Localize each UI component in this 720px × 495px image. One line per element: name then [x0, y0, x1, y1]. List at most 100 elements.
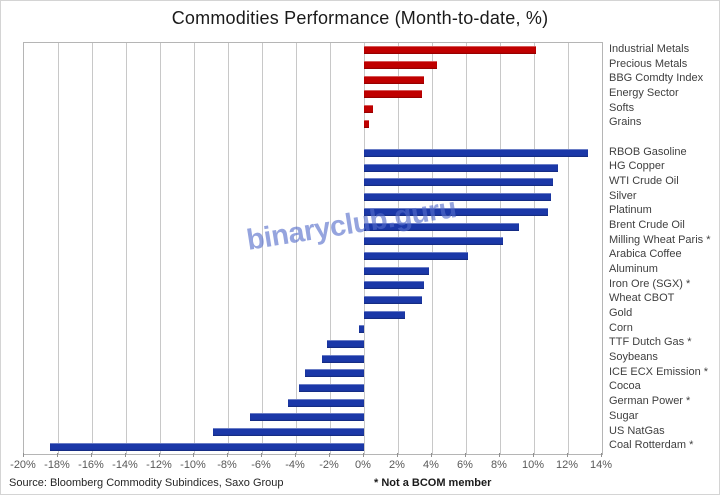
gridline: [364, 43, 365, 454]
bar-brent-crude-oil: [364, 222, 519, 231]
category-label: Brent Crude Oil: [609, 219, 685, 231]
source-note: Source: Bloomberg Commodity Subindices, …: [9, 477, 284, 489]
category-label: Milling Wheat Paris *: [609, 233, 711, 246]
bar-ttf-dutch-gas: [326, 339, 364, 348]
gridline: [534, 43, 535, 454]
category-label: Softs: [609, 101, 635, 114]
x-axis-tick: [227, 453, 228, 457]
gridline: [126, 43, 127, 454]
x-axis-tick: [533, 453, 534, 457]
x-axis-tick-label: -18%: [44, 459, 70, 471]
bar-grains: [364, 119, 370, 128]
bar-gold: [364, 310, 405, 319]
gridline: [160, 43, 161, 454]
x-axis-tick-label: 6%: [457, 459, 473, 471]
x-axis-tick: [567, 453, 568, 457]
x-axis-tick: [295, 453, 296, 457]
x-axis-tick: [601, 453, 602, 457]
bar-cocoa: [299, 383, 364, 392]
x-axis-tick: [397, 453, 398, 457]
category-label: Precious Metals: [609, 57, 688, 70]
bar-hg-copper: [364, 163, 558, 172]
category-label: Gold: [609, 307, 633, 320]
category-label: Arabica Coffee: [609, 248, 682, 261]
bar-milling-wheat-paris: [364, 237, 504, 246]
x-axis-tick-label: 2%: [389, 459, 405, 471]
x-axis-tick: [465, 453, 466, 457]
x-axis-tick: [431, 453, 432, 457]
bar-corn: [358, 325, 364, 334]
x-axis-tick: [363, 453, 364, 457]
category-label-column: Industrial Metals Precious Metals BBG Comd…: [609, 42, 719, 453]
x-axis-tick: [57, 453, 58, 457]
category-label: Industrial Metals: [609, 42, 690, 55]
category-label: WTI Crude Oil: [609, 174, 679, 187]
plot-area: [23, 42, 603, 455]
bar-arabica-coffee: [364, 251, 468, 260]
x-axis-tick: [23, 453, 24, 457]
category-label: Sugar: [609, 409, 639, 422]
x-axis-tick: [91, 453, 92, 457]
bar-aluminum: [364, 266, 429, 275]
gridline: [262, 43, 263, 454]
x-axis-tick-label: -12%: [146, 459, 172, 471]
x-axis-tick-label: -2%: [319, 459, 339, 471]
x-axis-tick-label: 12%: [555, 459, 579, 471]
gridline: [330, 43, 331, 454]
x-axis-tick-label: 0%: [355, 459, 371, 471]
x-axis-tick: [261, 453, 262, 457]
x-axis-tick: [329, 453, 330, 457]
category-label: HG Copper: [609, 160, 665, 173]
bar-soybeans: [321, 354, 364, 363]
bar-energy-sector: [364, 90, 422, 99]
bar-platinum: [364, 207, 548, 216]
bar-coal-rotterdam: [49, 442, 364, 451]
category-label: Cocoa: [609, 380, 641, 393]
gridline: [92, 43, 93, 454]
category-label: Soybeans: [609, 351, 658, 364]
bar-softs: [364, 105, 373, 114]
bcom-footnote: * Not a BCOM member: [374, 477, 492, 489]
bar-bbg-comdty-index: [364, 75, 424, 84]
bar-ice-ecx-emission: [304, 369, 364, 378]
bar-us-natgas: [212, 428, 364, 436]
x-axis: -20% -18% -16% -14% -12% -10% -8% -6% -4% -2% 0% 2%…: [1, 453, 719, 477]
category-label: Aluminum: [609, 263, 658, 275]
category-label: Silver: [609, 189, 637, 202]
bar-silver: [364, 193, 551, 202]
category-label: BBG Comdty Index: [609, 72, 704, 85]
x-axis-tick: [193, 453, 194, 457]
x-axis-tick: [125, 453, 126, 457]
category-label: Grains: [609, 116, 642, 129]
x-axis-tick-label: -14%: [112, 459, 138, 471]
gridline: [500, 43, 501, 454]
x-axis-tick-label: -8%: [217, 459, 237, 471]
x-axis-tick-label: -16%: [78, 459, 104, 471]
gridline: [432, 43, 433, 454]
gridline: [466, 43, 467, 454]
category-label: Corn: [609, 321, 633, 334]
x-axis-tick-label: 4%: [423, 459, 439, 471]
gridline: [398, 43, 399, 454]
gridline: [194, 43, 195, 454]
gridline: [296, 43, 297, 454]
bar-wheat-cbot: [364, 295, 422, 304]
bar-iron-ore-sgx: [364, 281, 424, 290]
x-axis-tick-label: 14%: [589, 459, 613, 471]
category-label: ICE ECX Emission *: [609, 365, 709, 378]
bar-precious-metals: [364, 61, 438, 69]
category-label: Iron Ore (SGX) *: [609, 277, 691, 290]
x-axis-tick-label: 8%: [491, 459, 507, 471]
x-axis-tick-label: -10%: [180, 459, 206, 471]
category-label: Energy Sector: [609, 86, 679, 99]
gridline: [58, 43, 59, 454]
bar-industrial-metals: [364, 46, 536, 55]
category-label: German Power *: [609, 395, 691, 408]
category-label: RBOB Gasoline: [609, 145, 687, 158]
chart-title: Commodities Performance (Month-to-date, …: [171, 8, 549, 28]
category-label: Wheat CBOT: [609, 292, 675, 305]
x-axis-tick-label: -6%: [251, 459, 271, 471]
category-label: TTF Dutch Gas *: [609, 336, 692, 349]
category-label: US NatGas: [609, 424, 665, 437]
